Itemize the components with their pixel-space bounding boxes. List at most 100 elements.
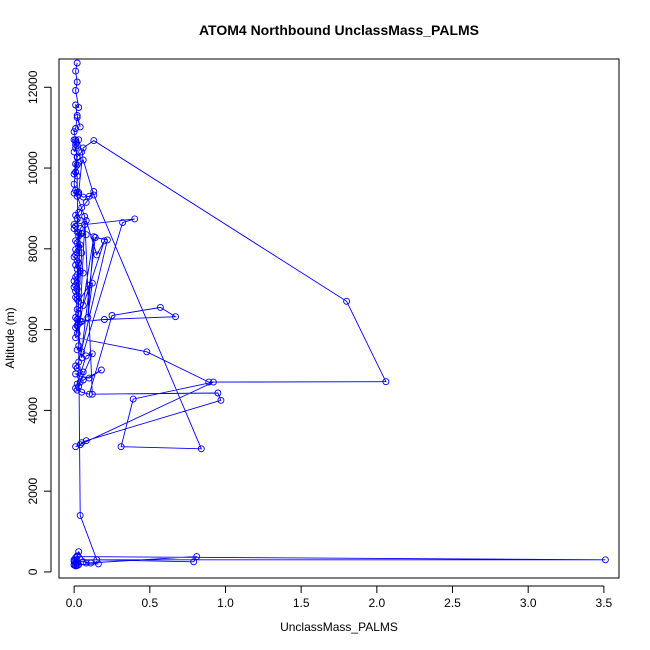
x-tick-label: 3.0 [520, 596, 537, 610]
data-point [72, 246, 80, 254]
data-point [82, 198, 90, 206]
data-point [88, 350, 96, 358]
data-point [72, 273, 80, 281]
data-point [72, 370, 80, 378]
data-series [70, 59, 609, 570]
data-point [79, 156, 87, 164]
data-point [343, 297, 351, 305]
data-point [93, 251, 101, 259]
data-point [75, 232, 83, 240]
data-point [72, 67, 80, 75]
data-point [75, 188, 83, 196]
data-point [81, 213, 89, 220]
data-point [75, 320, 83, 327]
data-point [217, 396, 225, 404]
data-point [382, 378, 390, 386]
data-point [601, 556, 609, 564]
data-point [90, 191, 98, 199]
x-tick-label: 2.0 [368, 596, 385, 610]
data-point [85, 374, 93, 382]
data-point [82, 352, 90, 360]
data-point [73, 78, 81, 86]
data-point [72, 314, 80, 321]
y-axis-label: Altitude (m) [3, 307, 17, 368]
data-point [72, 384, 80, 392]
data-point [82, 217, 90, 225]
data-point [131, 215, 139, 223]
y-tick-label: 6000 [26, 316, 40, 343]
y-tick-label: 12000 [26, 70, 40, 104]
data-point [197, 445, 205, 453]
data-point [82, 437, 90, 445]
data-point [193, 553, 201, 561]
data-point [172, 313, 179, 321]
data-point [76, 511, 84, 519]
data-point [100, 316, 108, 323]
data-point [73, 161, 81, 169]
data-point [75, 297, 83, 305]
plot-border [58, 58, 620, 579]
chart-title: ATOM4 Northbound UnclassMass_PALMS [199, 22, 479, 38]
data-point [75, 548, 83, 556]
data-point [76, 225, 84, 233]
y-tick-label: 10000 [26, 151, 40, 185]
data-point [79, 144, 87, 152]
x-tick-label: 1.5 [293, 596, 310, 610]
data-point [100, 237, 108, 245]
data-point [143, 348, 151, 356]
y-tick-label: 0 [26, 568, 40, 575]
data-point [72, 362, 80, 370]
data-point [209, 378, 217, 386]
data-point [70, 561, 78, 569]
data-point [108, 312, 116, 319]
data-point [72, 237, 80, 245]
data-point [72, 554, 80, 562]
x-axis-label: UnclassMass_PALMS [280, 620, 398, 634]
data-point [75, 342, 83, 350]
data-point [214, 389, 222, 397]
x-tick-label: 3.5 [596, 596, 613, 610]
data-point [73, 305, 81, 313]
data-point [72, 443, 80, 451]
data-point [72, 334, 80, 342]
x-tick-label: 1.0 [217, 596, 234, 610]
data-point [88, 279, 96, 287]
data-point [84, 314, 92, 321]
data-point [73, 114, 81, 122]
data-point [70, 136, 78, 144]
x-tick-label: 2.5 [444, 596, 461, 610]
data-point [117, 443, 125, 451]
data-point [72, 168, 80, 176]
data-point [73, 346, 81, 354]
data-point [156, 303, 164, 311]
data-point [94, 560, 102, 568]
data-point [91, 234, 99, 241]
data-point [73, 192, 81, 200]
data-point [119, 219, 127, 227]
plot-frame [58, 58, 620, 579]
data-point [97, 366, 105, 374]
data-point [78, 388, 86, 396]
data-point [73, 330, 81, 338]
data-point [75, 136, 83, 144]
data-point [93, 556, 101, 564]
data-point [81, 221, 89, 229]
data-point [75, 229, 83, 237]
data-point [73, 172, 81, 180]
data-point [90, 137, 98, 145]
x-axis: 0.0 0.5 1.0 1.5 2.0 2.5 3.0 3.5 [66, 585, 613, 610]
data-point [70, 128, 78, 136]
x-tick-label: 0.0 [66, 596, 83, 610]
data-point [82, 231, 90, 239]
data-point [79, 269, 87, 277]
data-point [129, 395, 137, 403]
data-point [72, 101, 80, 109]
data-point [76, 123, 84, 131]
data-point [73, 322, 81, 330]
data-point [73, 153, 81, 161]
data-point [90, 233, 98, 241]
y-axis: 0 2000 4000 6000 8000 10000 12000 [26, 70, 52, 575]
data-point [78, 348, 86, 356]
data-point [72, 261, 80, 269]
